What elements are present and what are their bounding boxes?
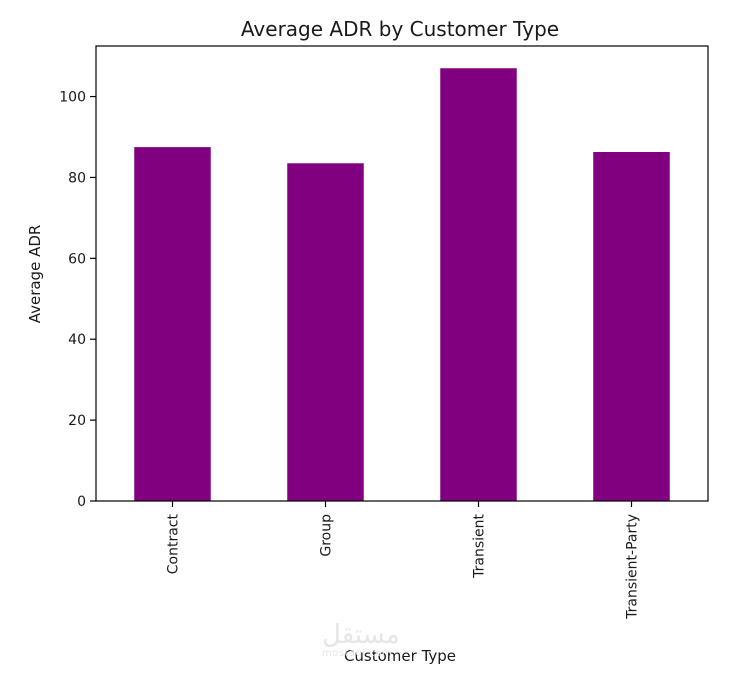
bar-contract bbox=[134, 147, 211, 501]
x-tick-label: Group bbox=[319, 514, 335, 557]
axes-frame bbox=[95, 45, 709, 502]
watermark: مستقل mostaql.com bbox=[322, 622, 400, 659]
x-axis-label: Customer Type bbox=[344, 647, 456, 665]
bar-transient-party bbox=[593, 151, 670, 501]
bar-transient bbox=[440, 68, 517, 501]
y-axis-label: Average ADR bbox=[26, 225, 44, 324]
watermark-latin: mostaql.com bbox=[322, 648, 393, 659]
y-tick-label: 40 bbox=[68, 332, 86, 348]
bar-group bbox=[287, 163, 364, 502]
y-tick-label: 100 bbox=[59, 90, 86, 106]
chart-title: Average ADR by Customer Type bbox=[241, 17, 559, 41]
y-tick-label: 80 bbox=[68, 170, 86, 186]
y-tick-label: 20 bbox=[68, 413, 86, 429]
y-tick-label: 60 bbox=[68, 251, 86, 267]
watermark-arabic: مستقل bbox=[322, 620, 400, 650]
x-tick-label: Transient bbox=[472, 514, 488, 579]
x-tick-label: Contract bbox=[166, 513, 182, 574]
y-tick-label: 0 bbox=[77, 494, 86, 510]
plot-area: 0 20 40 60 80 100 Contract Group Transient Transi… bbox=[59, 45, 709, 620]
x-tick-label: Transient-Party bbox=[625, 514, 641, 620]
